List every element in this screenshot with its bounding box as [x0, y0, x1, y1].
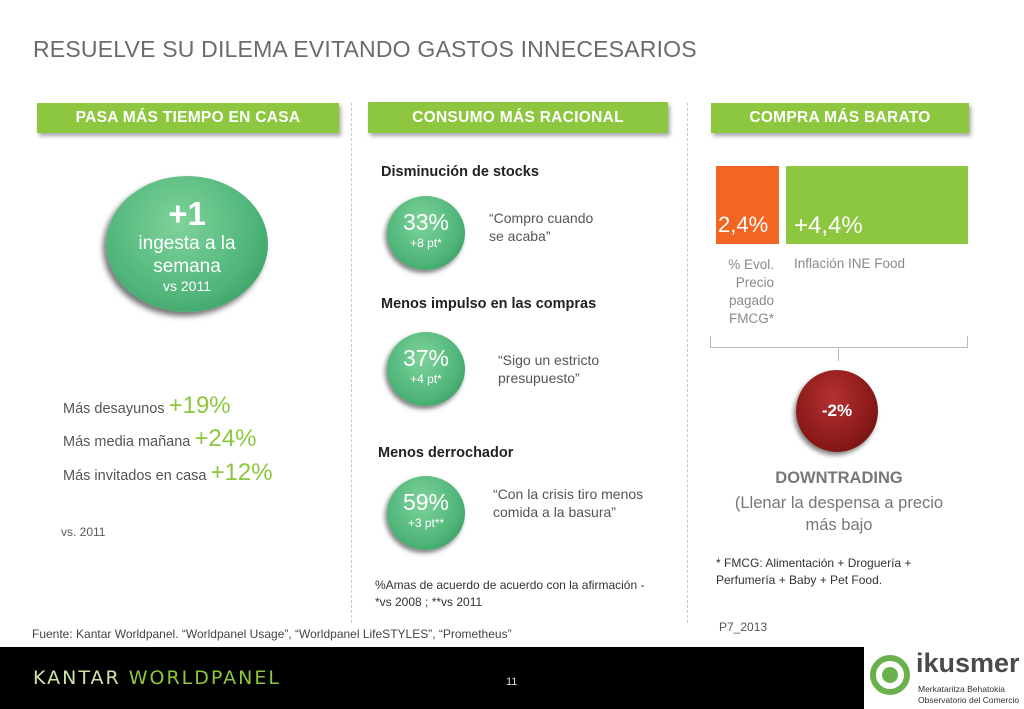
vs-note: vs. 2011	[61, 525, 106, 539]
ikusmer-sub2: Observatorio del Comercio	[918, 695, 1020, 705]
section-heading: Menos impulso en las compras	[381, 296, 597, 312]
stat-bubble: 33% +8 pt*	[387, 196, 465, 270]
metric-row: Más invitados en casa +12%	[63, 459, 273, 487]
page-title: RESUELVE SU DILEMA EVITANDO GASTOS INNEC…	[33, 36, 697, 62]
source-note: Fuente: Kantar Worldpanel. “Worldpanel U…	[32, 627, 512, 641]
ikusmer-mark	[870, 655, 910, 695]
quote-line: “Sigo un estricto	[498, 352, 600, 368]
quote-line: se acaba”	[489, 228, 551, 244]
metric-label: Más desayunos	[63, 401, 165, 417]
footnote: %Amas de acuerdo de acuerdo con la afirm…	[375, 577, 644, 611]
bracket-tick	[838, 347, 839, 361]
ingesta-value: +1	[168, 195, 206, 232]
metric-row: Más desayunos +19%	[63, 392, 231, 420]
metric-value: +12%	[210, 459, 273, 486]
worldpanel-word: WORLDPANEL	[128, 667, 281, 689]
section-heading: Disminución de stocks	[381, 164, 539, 180]
quote: “Sigo un estricto presupuesto”	[498, 351, 599, 387]
kantar-logo: KANTAR WORLDPANEL	[33, 667, 281, 689]
label-line: pagado	[728, 293, 774, 308]
desc-line: (Llenar la despensa a precio	[734, 494, 944, 512]
label-line: Precio	[735, 275, 774, 290]
column-divider	[687, 103, 688, 623]
kantar-word: KANTAR	[33, 667, 121, 689]
metric-label: Más invitados en casa	[63, 468, 207, 484]
fmcg-note: * FMCG: Alimentación + Droguería + Perfu…	[716, 555, 911, 589]
stat-delta: +4 pt*	[410, 372, 442, 386]
desc-line: más bajo	[805, 516, 873, 534]
diff-bubble: -2%	[796, 370, 878, 452]
bar-ine-label: Inflación INE Food	[794, 256, 906, 271]
quote-line: “Con la crisis tiro menos	[493, 486, 644, 502]
quote: “Con la crisis tiro menos comida a la ba…	[493, 485, 643, 521]
section-heading: Menos derrochador	[378, 445, 514, 461]
label-line: FMCG*	[729, 311, 774, 326]
bar-fmcg-label: % Evol. Precio pagado FMCG*	[716, 256, 774, 328]
quote-line: comida a la basura”	[493, 504, 616, 520]
ikusmer-name: ikusmer	[916, 648, 1020, 678]
metric-value: +24%	[194, 425, 257, 452]
label-line: % Evol.	[728, 257, 774, 272]
ikusmer-sub1: Merkataritza Behatokia	[918, 684, 1005, 694]
ikusmer-logo: ikusmer Merkataritza Behatokia Observato…	[864, 647, 1024, 709]
stat-delta: +8 pt*	[410, 236, 442, 250]
slide-code: P7_2013	[719, 620, 768, 634]
note-line: * FMCG: Alimentación + Droguería +	[716, 556, 912, 570]
bar-fmcg: 2,4%	[716, 166, 779, 244]
ingesta-line2: ingesta a la	[138, 233, 236, 254]
stat-bubble: 37% +4 pt*	[387, 332, 465, 406]
diff-value: -2%	[821, 401, 853, 420]
footer-bar: KANTAR WORLDPANEL 11 ikusmer Merkataritz…	[0, 647, 1024, 709]
stat-delta: +3 pt**	[407, 516, 445, 530]
column-divider	[351, 103, 352, 623]
bracket	[710, 336, 968, 348]
quote-line: presupuesto”	[498, 370, 580, 386]
stat-bubble: 59% +3 pt**	[387, 476, 465, 550]
stat-pct: 33%	[402, 209, 450, 235]
metric-value: +19%	[168, 392, 231, 419]
downtrading-desc: (Llenar la despensa a precio más bajo	[710, 492, 968, 536]
quote-line: “Compro cuando	[489, 210, 594, 226]
ingesta-line3: semana	[153, 256, 221, 277]
bar-ine-value: +4,4%	[794, 212, 863, 239]
metric-row: Más media mañana +24%	[63, 425, 256, 453]
banner-home: PASA MÁS TIEMPO EN CASA	[37, 103, 339, 133]
footnote-line: *vs 2008 ; **vs 2011	[375, 595, 483, 609]
bar-fmcg-value: 2,4%	[718, 212, 769, 237]
bar-ine: +4,4%	[786, 166, 968, 244]
banner-consumo: CONSUMO MÁS RACIONAL	[368, 102, 668, 133]
stat-pct: 37%	[402, 345, 450, 371]
banner-barato: COMPRA MÁS BARATO	[711, 103, 969, 133]
downtrading-title: DOWNTRADING	[775, 469, 903, 487]
stat-pct: 59%	[402, 489, 450, 515]
ingesta-line4: vs 2011	[163, 278, 211, 294]
metric-label: Más media mañana	[63, 434, 191, 450]
quote: “Compro cuando se acaba”	[489, 209, 593, 245]
ingesta-bubble: +1 ingesta a la semana vs 2011	[106, 176, 268, 312]
page-number: 11	[506, 676, 518, 688]
note-line: Perfumería + Baby + Pet Food.	[716, 573, 883, 587]
footnote-line: %Amas de acuerdo de acuerdo con la afirm…	[375, 578, 645, 592]
